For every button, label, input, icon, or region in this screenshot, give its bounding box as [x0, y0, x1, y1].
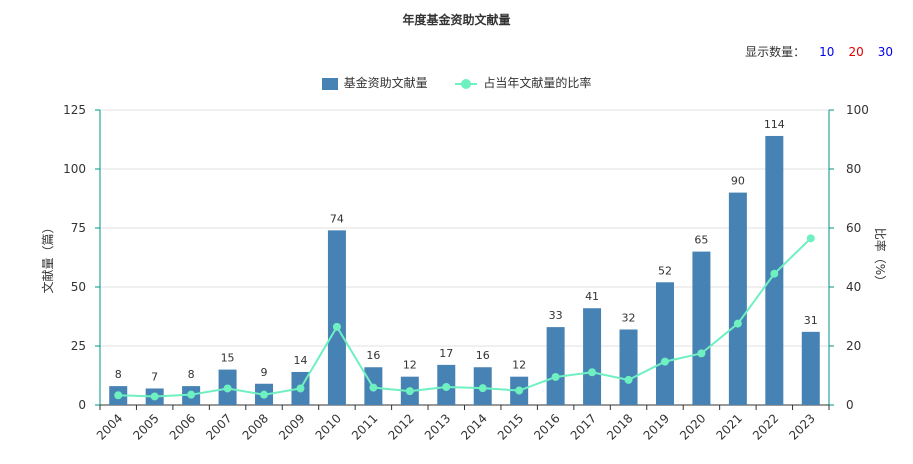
bar-value-label: 52	[658, 264, 672, 277]
bar	[801, 331, 820, 405]
x-tick-label: 2021	[713, 411, 744, 442]
bar-value-label: 65	[694, 234, 708, 247]
bar-value-label: 8	[188, 368, 195, 381]
bar-value-label: 17	[439, 347, 453, 360]
ratio-point	[405, 387, 414, 396]
bar	[655, 282, 674, 405]
x-tick-label: 2017	[568, 411, 599, 442]
x-tick-label: 2015	[495, 411, 526, 442]
ratio-point	[770, 269, 779, 278]
x-tick-label: 2018	[604, 411, 635, 442]
y-right-tick-label: 80	[846, 162, 861, 176]
bar-value-label: 12	[512, 359, 526, 372]
show-count-control: 显示数量： 10 20 30	[745, 43, 893, 60]
bar-value-label: 74	[330, 212, 344, 225]
bar-value-label: 8	[115, 368, 122, 381]
bar-value-label: 12	[403, 359, 417, 372]
ratio-point	[697, 349, 706, 358]
ratio-point	[478, 384, 487, 393]
ratio-line	[118, 237, 812, 398]
ratio-point	[114, 391, 123, 400]
ratio-point	[624, 375, 633, 384]
y-right-tick-label: 60	[846, 221, 861, 235]
x-tick-label: 2006	[167, 411, 198, 442]
legend-item-bar[interactable]: 基金资助文献量	[321, 74, 428, 91]
bar	[546, 327, 565, 405]
bar-value-label: 14	[293, 354, 307, 367]
x-tick-label: 2016	[531, 411, 562, 442]
legend-line-swatch	[455, 78, 478, 90]
x-tick-label: 2010	[313, 411, 344, 442]
bar-value-label: 7	[151, 370, 158, 383]
ratio-point	[332, 322, 341, 331]
bar	[728, 192, 747, 405]
bar-value-label: 32	[622, 311, 636, 324]
legend-bar-label: 基金资助文献量	[343, 76, 428, 90]
y-left-tick-label: 25	[71, 339, 86, 353]
ratio-point	[660, 357, 669, 366]
x-tick-label: 2005	[130, 411, 161, 442]
y-right-tick-label: 20	[846, 339, 861, 353]
chart-title: 年度基金资助文献量	[402, 13, 511, 27]
y-right-tick-label: 40	[846, 280, 861, 294]
legend-line-label: 占当年文献量的比率	[483, 76, 592, 90]
y-right-tick-label: 100	[846, 103, 869, 117]
x-tick-label: 2007	[203, 411, 234, 442]
bar-value-label: 16	[476, 349, 490, 362]
y-left-tick-label: 75	[71, 221, 86, 235]
ratio-point	[369, 383, 378, 392]
show-count-option-30[interactable]: 30	[877, 45, 893, 59]
bar-value-label: 33	[549, 309, 563, 322]
ratio-point	[551, 372, 560, 381]
bar	[583, 308, 602, 405]
x-tick-label: 2004	[94, 411, 125, 442]
ratio-point	[223, 384, 232, 393]
x-tick-label: 2009	[276, 411, 307, 442]
x-tick-label: 2022	[750, 411, 781, 442]
bar-value-label: 16	[366, 349, 380, 362]
bar-value-label: 15	[221, 352, 235, 365]
y-left-axis-title: 文献量（篇）	[40, 221, 55, 293]
y-left-tick-label: 50	[71, 280, 86, 294]
bar	[327, 230, 346, 405]
bar-value-label: 31	[804, 314, 818, 327]
x-tick-label: 2008	[240, 411, 271, 442]
ratio-point	[806, 234, 815, 243]
y-left-tick-label: 0	[78, 398, 86, 412]
bar	[619, 329, 638, 405]
ratio-point	[442, 383, 451, 392]
ratio-point	[150, 392, 159, 401]
bar-value-label: 41	[585, 290, 599, 303]
y-right-axis-title: 比率（%）	[873, 228, 888, 287]
bar-value-label: 90	[731, 175, 745, 188]
ratio-point	[296, 384, 305, 393]
x-tick-label: 2013	[422, 411, 453, 442]
x-tick-label: 2023	[786, 411, 817, 442]
x-tick-label: 2020	[677, 411, 708, 442]
ratio-point	[733, 319, 742, 328]
ratio-point	[187, 390, 196, 399]
legend-item-line[interactable]: 占当年文献量的比率	[455, 74, 591, 91]
x-tick-label: 2014	[458, 411, 489, 442]
bar-value-label: 114	[764, 118, 785, 131]
show-count-label: 显示数量：	[745, 45, 806, 59]
legend-bar-swatch	[321, 77, 338, 90]
ratio-point	[588, 368, 597, 377]
legend: 基金资助文献量 占当年文献量的比率	[0, 74, 913, 91]
show-count-option-10[interactable]: 10	[819, 45, 835, 59]
ratio-point	[260, 390, 269, 399]
x-tick-label: 2012	[385, 411, 416, 442]
show-count-option-20[interactable]: 20	[848, 45, 864, 59]
ratio-point	[515, 386, 524, 395]
y-left-tick-label: 100	[63, 162, 86, 176]
x-tick-label: 2011	[349, 411, 380, 442]
y-left-tick-label: 125	[63, 103, 86, 117]
x-tick-label: 2019	[641, 411, 672, 442]
bar	[692, 251, 711, 405]
y-right-tick-label: 0	[846, 398, 854, 412]
bar-value-label: 9	[261, 366, 268, 379]
